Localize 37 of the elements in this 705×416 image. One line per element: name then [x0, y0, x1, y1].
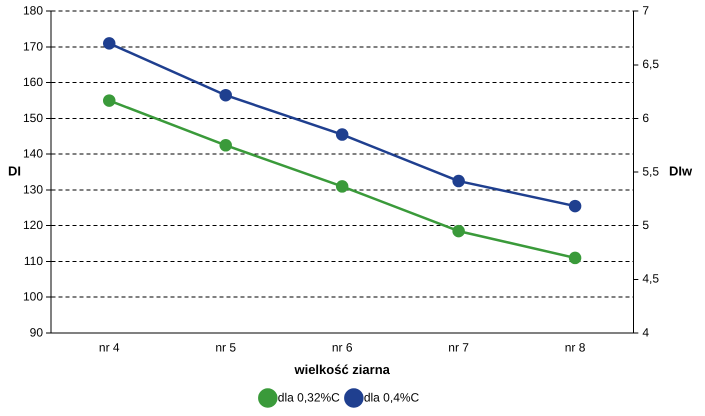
x-tick-label: nr 5 [215, 340, 236, 355]
y2-tick-label: 6 [642, 110, 650, 125]
y2-tick-label: 5 [642, 218, 650, 232]
y-tick-label: 130 [22, 182, 44, 196]
y-axis-title: DI [8, 164, 21, 179]
y2-axis-title: DIw [669, 164, 693, 179]
point [219, 88, 232, 102]
y-tick-label: 140 [22, 146, 44, 161]
point [219, 139, 232, 152]
y2-tick-label: 4 [642, 325, 650, 340]
y2-tick-label: 7 [642, 4, 650, 18]
y-tick-label: 120 [22, 218, 44, 232]
point [452, 174, 465, 188]
point [103, 37, 116, 50]
y2-tick-label: 6,5 [642, 57, 660, 72]
point [568, 252, 582, 264]
y-tick-label: 170 [22, 39, 44, 54]
x-tick-label: nr 6 [332, 340, 353, 355]
y-tick-label: 180 [22, 4, 44, 18]
point [568, 200, 582, 212]
x-tick-label: nr 4 [98, 340, 120, 355]
x-tick-label: nr 8 [564, 340, 586, 355]
y-tick-label: 160 [22, 75, 44, 90]
point [336, 128, 348, 141]
y-tick-label: 150 [22, 110, 44, 125]
legend-label: dla 0,4%C [364, 390, 420, 404]
legend-label: dla 0,32%C [278, 390, 340, 404]
y2-tick-label: 5,5 [642, 164, 660, 178]
y-tick-label: 110 [24, 254, 44, 268]
x-axis-title: wielkość ziarna [293, 362, 391, 377]
y-tick-label: 100 [22, 290, 44, 304]
y-tick-label: 90 [30, 325, 44, 340]
point [452, 224, 465, 238]
point [336, 180, 348, 193]
y2-tick-label: 4,5 [642, 272, 660, 286]
point [103, 94, 116, 107]
x-tick-label: nr 7 [448, 340, 470, 355]
